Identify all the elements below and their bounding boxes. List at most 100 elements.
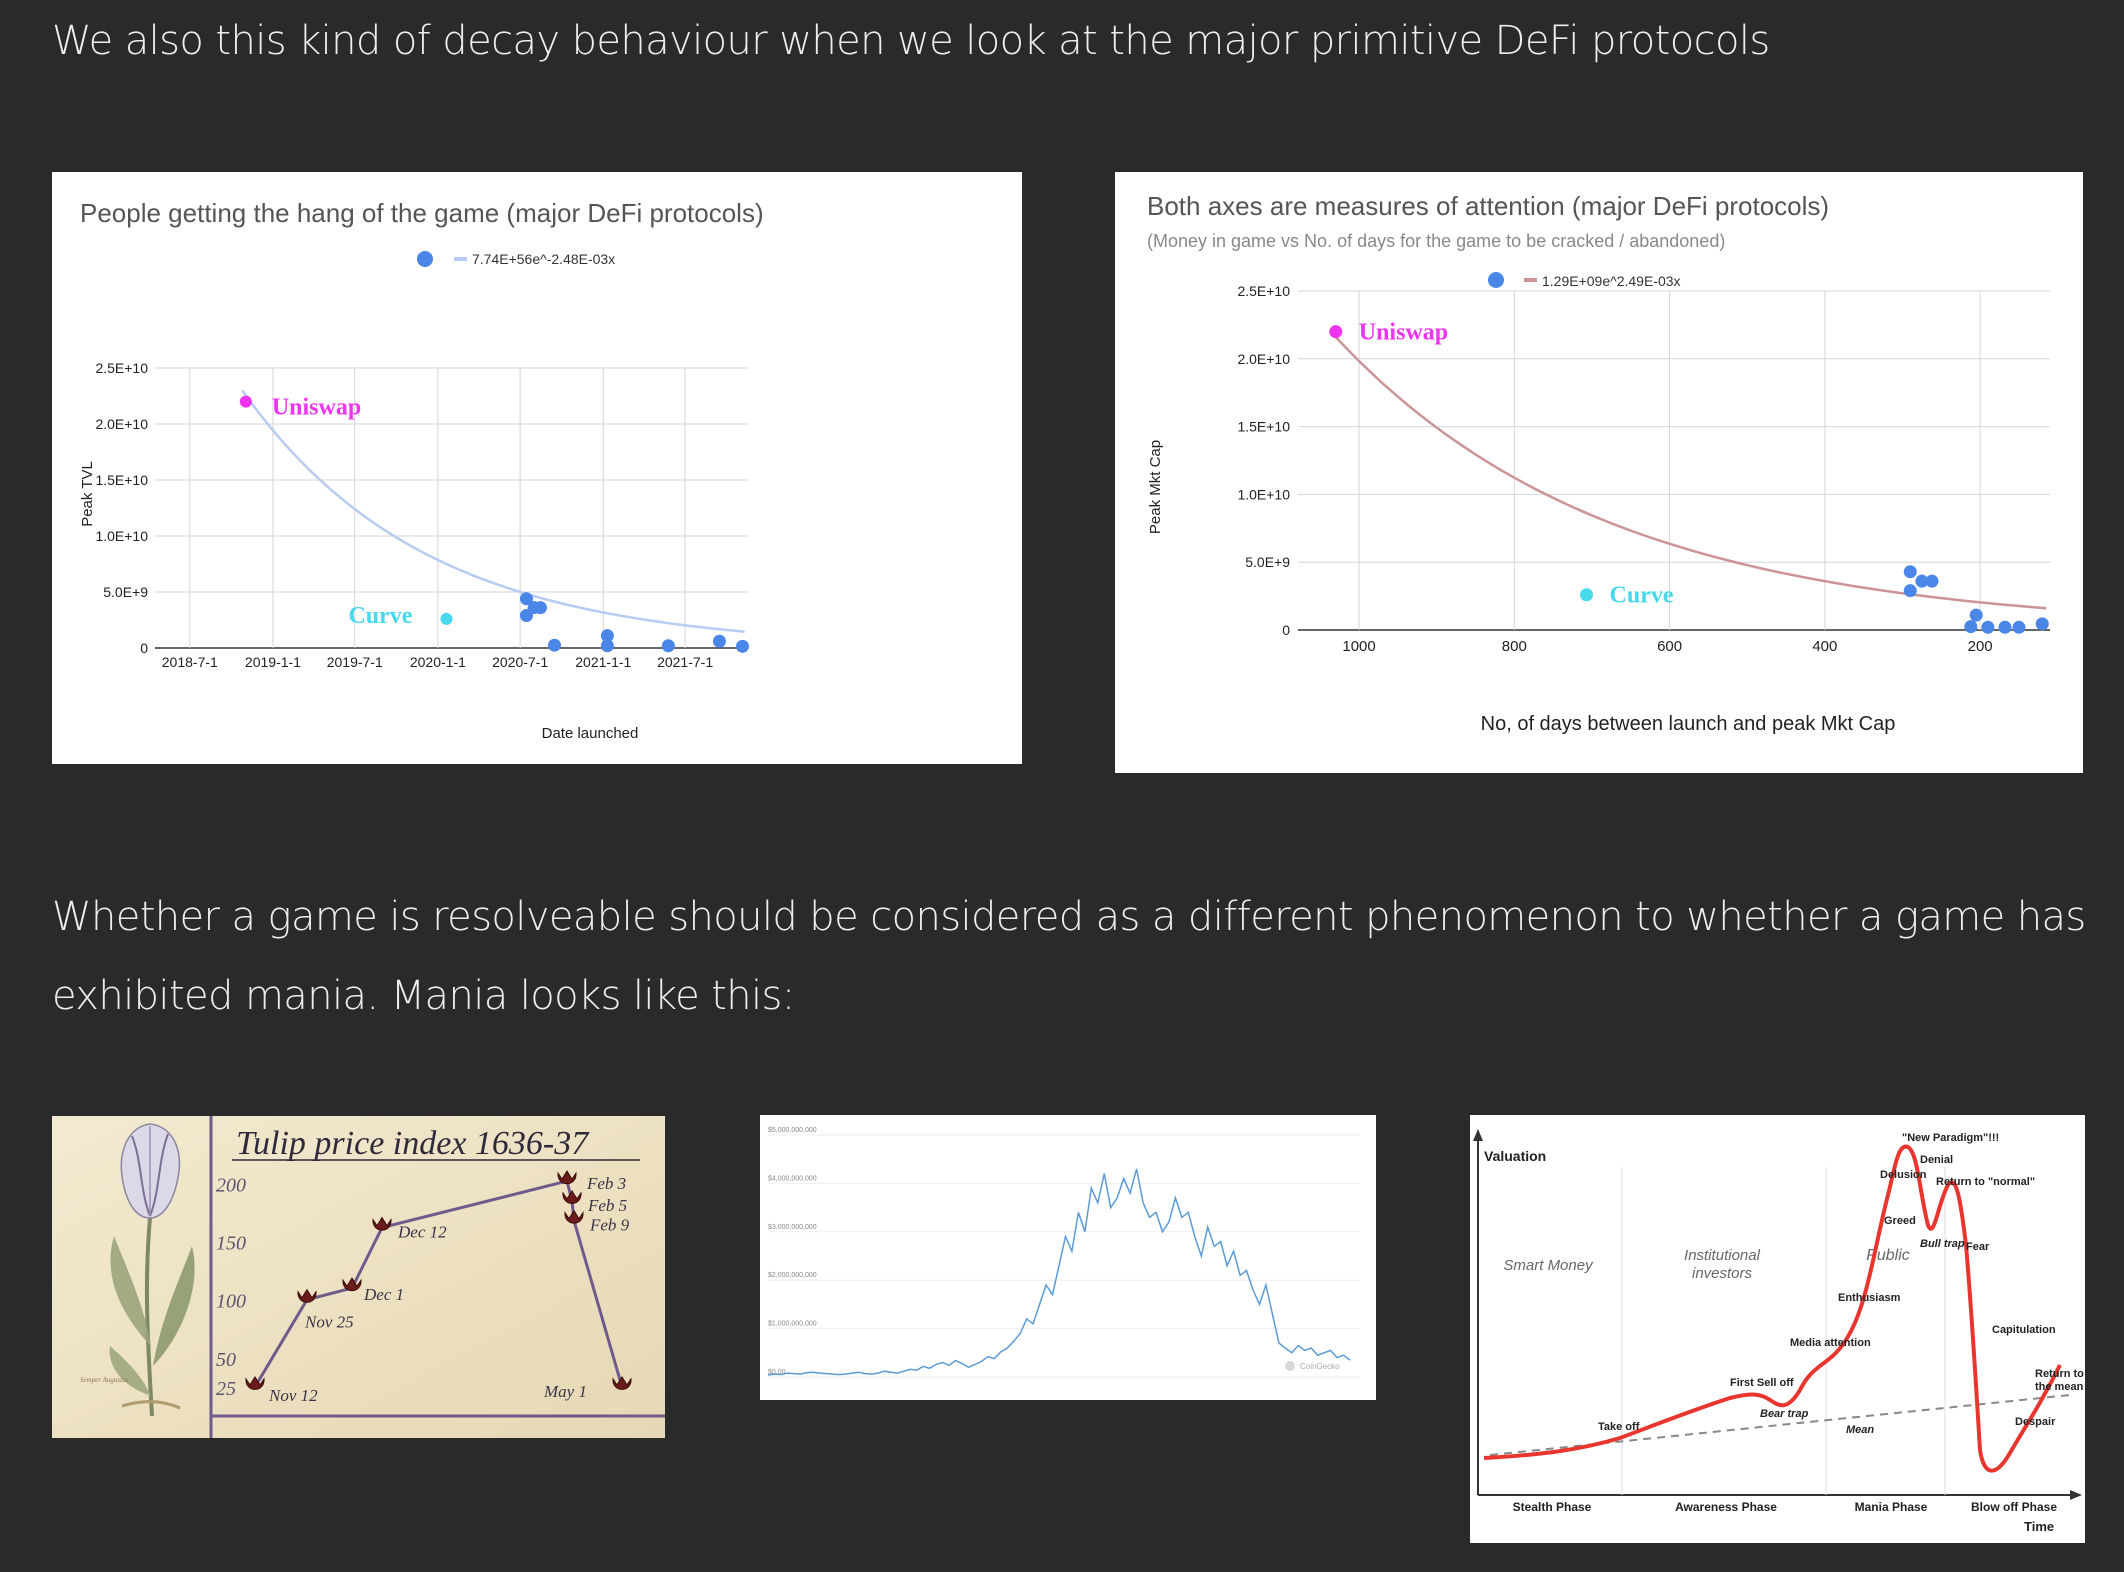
y-tick-label: 2.0E+10: [95, 416, 148, 432]
phase-label: Mania Phase: [1855, 1500, 1928, 1514]
point-label: Uniswap: [272, 395, 361, 421]
tulip-marker: [564, 1209, 584, 1224]
annotation: Bull trap: [1920, 1238, 1965, 1250]
data-point: [1998, 620, 2012, 634]
date-label: Feb 9: [589, 1216, 630, 1235]
data-point: [712, 634, 726, 648]
point-label: Curve: [1610, 583, 1674, 609]
y-tick-label: 25: [216, 1378, 236, 1400]
y-axis-label: Peak TVL: [79, 461, 96, 527]
annotation: Mean: [1846, 1424, 1874, 1436]
annotation: Return to the mean: [2035, 1368, 2084, 1393]
group-label: Institutional investors: [1684, 1247, 1761, 1282]
data-point: [1915, 574, 1929, 588]
legend-marker: [417, 251, 433, 267]
chart-title: Both axes are measures of attention (maj…: [1147, 191, 1829, 221]
tulip-marker: [297, 1288, 317, 1303]
data-point: [1580, 588, 1594, 602]
x-tick-label: 2021-7-1: [657, 654, 713, 670]
trendline: [241, 389, 745, 633]
annotation: Denial: [1920, 1154, 1953, 1166]
y-tick-label: 1.5E+10: [1237, 419, 1290, 435]
data-point: [661, 639, 675, 653]
date-label: Dec 1: [363, 1285, 404, 1304]
date-label: Nov 12: [268, 1386, 318, 1405]
y-tick-label: $0.00: [768, 1369, 786, 1376]
x-tick-label: 2019-7-1: [327, 654, 383, 670]
group-label: Smart Money: [1503, 1257, 1594, 1274]
tulip-marker: [372, 1216, 392, 1231]
tulip-price-index-image: Semper Augustus Tulip price index 1636-3…: [52, 1116, 665, 1438]
annotation: Return to "normal": [1936, 1176, 2035, 1188]
tulip-marker: [557, 1170, 577, 1185]
y-tick-label: 5.0E+9: [103, 584, 148, 600]
bubble-phases-chart: Valuation Time Stealth Phase Awareness P…: [1470, 1115, 2085, 1543]
data-point: [1969, 608, 1983, 622]
x-tick-label: 2020-1-1: [410, 654, 466, 670]
tulip-illustration: Semper Augustus: [80, 1123, 195, 1417]
legend-line-swatch: [1524, 278, 1537, 282]
phase-label: Blow off Phase: [1971, 1500, 2057, 1514]
data-point: [1964, 620, 1978, 634]
data-point: [239, 395, 252, 408]
y-tick-label: 5.0E+9: [1245, 554, 1290, 570]
bubble-cycle-curve: [1483, 1144, 2062, 1473]
legend-line-swatch: [454, 257, 467, 261]
y-tick-label: 2.0E+10: [1237, 351, 1290, 367]
mania-paragraph: Whether a game is resolveable should be …: [52, 894, 2086, 1019]
chart-subtitle: (Money in game vs No. of days for the ga…: [1147, 231, 1725, 251]
data-point: [1981, 620, 1995, 634]
data-point: [547, 638, 561, 652]
phase-label: Stealth Phase: [1513, 1500, 1592, 1514]
tulip-marker: [245, 1375, 265, 1390]
market-cap-history-chart: $0.00 $1,000,000,000 $2,000,000,000 $3,000,…: [760, 1115, 1376, 1400]
coingecko-logo-icon: [1285, 1361, 1295, 1371]
data-point: [600, 629, 614, 643]
x-tick-label: 2018-7-1: [162, 654, 218, 670]
x-axis-label: No, of days between launch and peak Mkt …: [1481, 713, 1896, 735]
date-label: Nov 25: [304, 1313, 354, 1332]
x-tick-label: 2021-1-1: [575, 654, 631, 670]
data-point: [440, 612, 453, 625]
y-axis-label: Valuation: [1484, 1148, 1546, 1164]
watermark: CoinGecko: [1300, 1362, 1340, 1371]
market-cap-line: [767, 1168, 1351, 1376]
annotation: Capitulation: [1992, 1324, 2056, 1336]
illustration-plaque-text: Semper Augustus: [80, 1376, 129, 1384]
y-tick-label: 1.5E+10: [95, 472, 148, 488]
y-tick-label: $1,000,000,000: [768, 1321, 817, 1328]
x-tick-label: 2019-1-1: [245, 654, 301, 670]
date-label: Feb 3: [586, 1174, 626, 1193]
legend-label: 7.74E+56e^-2.48E-03x: [472, 251, 615, 267]
annotation: Fear: [1966, 1241, 1990, 1253]
point-label: Uniswap: [1359, 320, 1448, 346]
annotation: Delusion: [1880, 1169, 1927, 1181]
date-label: Feb 5: [587, 1196, 627, 1215]
y-tick-label: 2.5E+10: [1237, 283, 1290, 299]
intro-paragraph: We also this kind of decay behaviour whe…: [52, 18, 1770, 64]
tulip-marker: [342, 1277, 362, 1292]
tvl-vs-launch-date-chart: People getting the hang of the game (maj…: [52, 172, 1022, 764]
data-point: [519, 592, 533, 606]
x-tick-label: 400: [1812, 638, 1837, 655]
data-point: [2035, 617, 2049, 631]
y-tick-label: 0: [1282, 622, 1290, 638]
y-tick-label: $3,000,000,000: [768, 1224, 817, 1231]
annotation: "New Paradigm"!!!: [1902, 1132, 1999, 1144]
annotation: Media attention: [1790, 1337, 1871, 1349]
data-point: [533, 601, 547, 615]
phase-label: Awareness Phase: [1675, 1500, 1777, 1514]
annotation: First Sell off: [1730, 1377, 1794, 1389]
x-tick-label: 1000: [1342, 638, 1375, 655]
legend-label: 1.29E+09e^2.49E-03x: [1542, 273, 1681, 289]
data-point: [2012, 620, 2026, 634]
legend-marker: [1488, 272, 1504, 288]
y-tick-label: 50: [216, 1349, 236, 1371]
annotation: Bear trap: [1760, 1408, 1809, 1420]
x-tick-label: 800: [1502, 638, 1527, 655]
data-point: [735, 639, 749, 653]
chart-title: Tulip price index 1636-37: [236, 1125, 590, 1162]
date-label: Dec 12: [397, 1223, 447, 1242]
y-tick-label: $4,000,000,000: [768, 1175, 817, 1182]
tulip-marker: [612, 1375, 632, 1390]
